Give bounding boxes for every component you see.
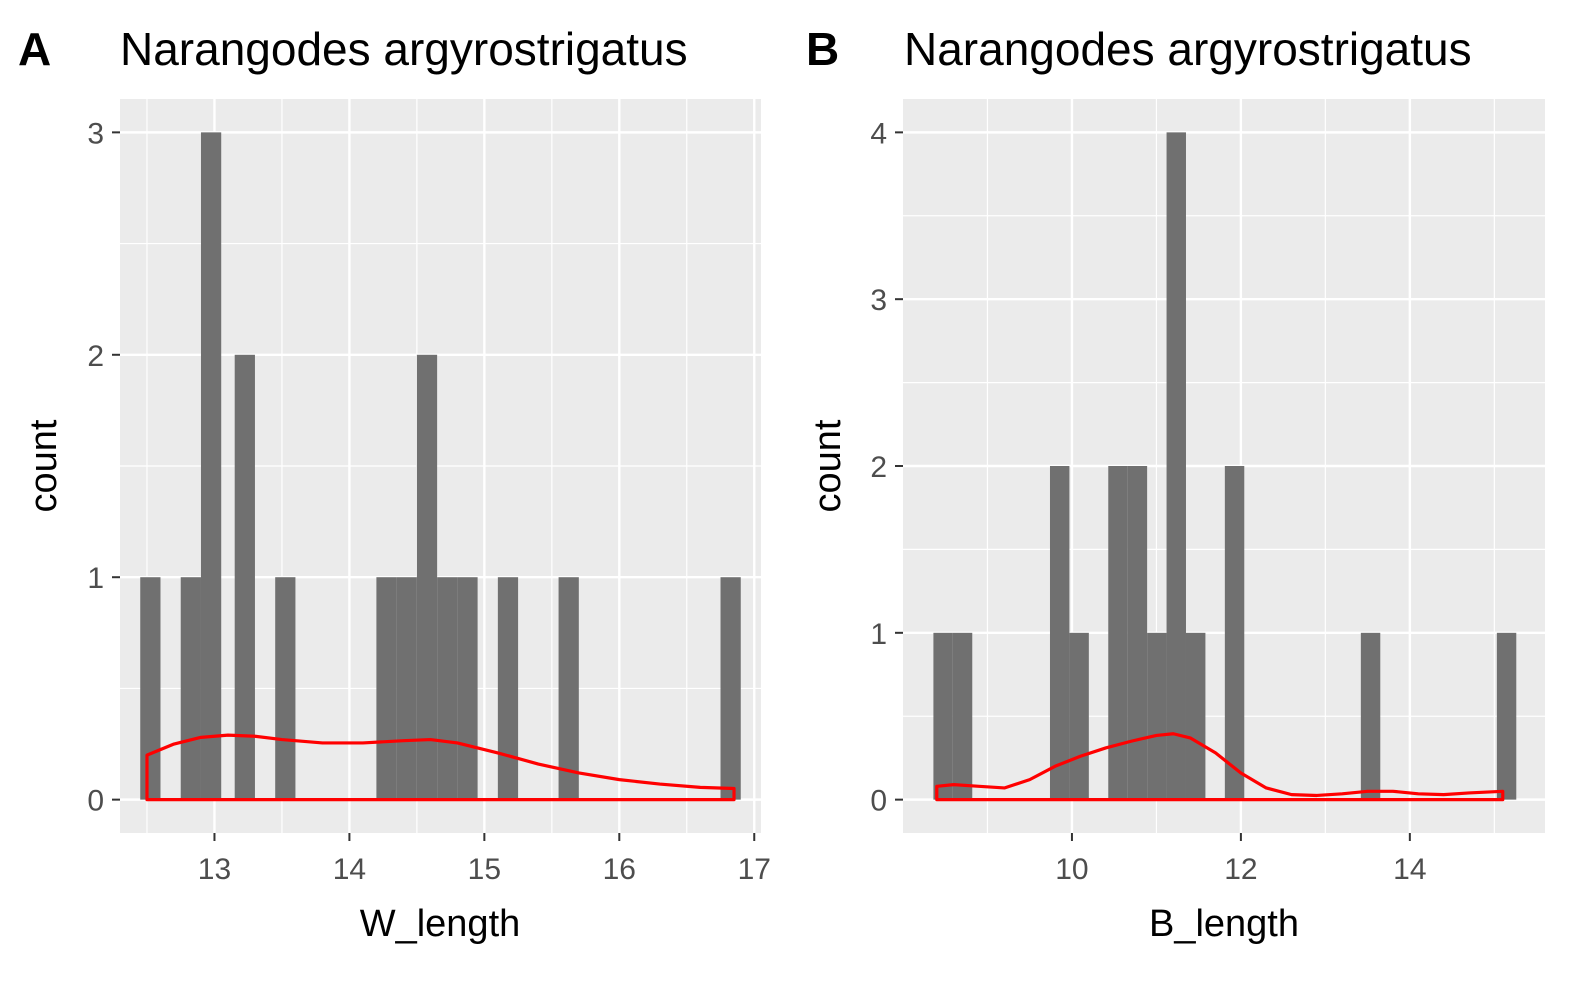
y-tick-label: 1 [870, 618, 887, 651]
histogram-bar [140, 577, 161, 800]
histogram-bar [1127, 466, 1148, 800]
histogram-bar [275, 577, 296, 800]
histogram-bar [933, 632, 953, 800]
histogram-bar [1166, 132, 1186, 800]
x-tick-label: 12 [1224, 853, 1257, 886]
y-tick-label: 4 [870, 117, 887, 150]
histogram-bar [1147, 632, 1167, 800]
histogram-bar [457, 577, 478, 800]
histogram-bar [497, 577, 519, 800]
histogram-bar [1185, 632, 1206, 800]
density-line [935, 732, 1505, 802]
histogram-bars [140, 132, 741, 800]
y-tick-label: 1 [87, 562, 104, 595]
y-axis-title: count [23, 419, 65, 512]
panel-tag: B [806, 23, 839, 75]
x-tick-label: 17 [738, 853, 771, 886]
density-curve [935, 732, 1505, 802]
histogram-bars [933, 132, 1517, 800]
histogram-bar [234, 354, 255, 800]
panel-a: A Narangodes argyrostrigatus 13 14 15 16 170… [18, 23, 771, 945]
density-line [145, 733, 736, 802]
x-axis-title: B_length [1149, 903, 1299, 945]
histogram-bar [720, 577, 741, 800]
histogram-bar [416, 354, 438, 800]
histogram-bar [1108, 466, 1128, 800]
chart-title: Narangodes argyrostrigatus [904, 23, 1472, 75]
histogram-bar [952, 632, 973, 800]
histogram-bar [1360, 632, 1381, 800]
histogram-bar [1069, 632, 1089, 800]
chart-title: Narangodes argyrostrigatus [120, 23, 688, 75]
histogram-bar [1224, 466, 1245, 800]
y-tick-label: 0 [87, 785, 104, 818]
histogram-bar [376, 577, 397, 800]
histogram-bar [558, 577, 579, 800]
axis-ticks: 13 14 15 16 17 0 1 2 3 [87, 117, 771, 886]
y-axis-title: count [807, 419, 849, 512]
x-tick-label: 13 [198, 853, 231, 886]
x-tick-label: 10 [1055, 853, 1088, 886]
y-tick-label: 3 [87, 117, 104, 150]
histogram-bar [437, 577, 458, 800]
density-curve [145, 733, 736, 802]
y-tick-label: 2 [870, 451, 887, 484]
y-tick-label: 3 [870, 284, 887, 317]
histogram-bar [396, 577, 417, 800]
x-axis-title: W_length [360, 903, 521, 945]
panel-b: B Narangodes argyrostrigatus 10 12 1401234… [806, 23, 1545, 945]
y-tick-label: 2 [87, 340, 104, 373]
histogram-bar [1049, 466, 1070, 800]
panel-tag: A [18, 23, 51, 75]
x-tick-label: 14 [333, 853, 366, 886]
x-tick-label: 14 [1393, 853, 1426, 886]
x-tick-label: 16 [603, 853, 636, 886]
x-tick-label: 15 [468, 853, 501, 886]
y-tick-label: 0 [870, 785, 887, 818]
histogram-bar [180, 577, 201, 800]
histogram-bar [1496, 632, 1517, 800]
histogram-bar [200, 132, 222, 800]
